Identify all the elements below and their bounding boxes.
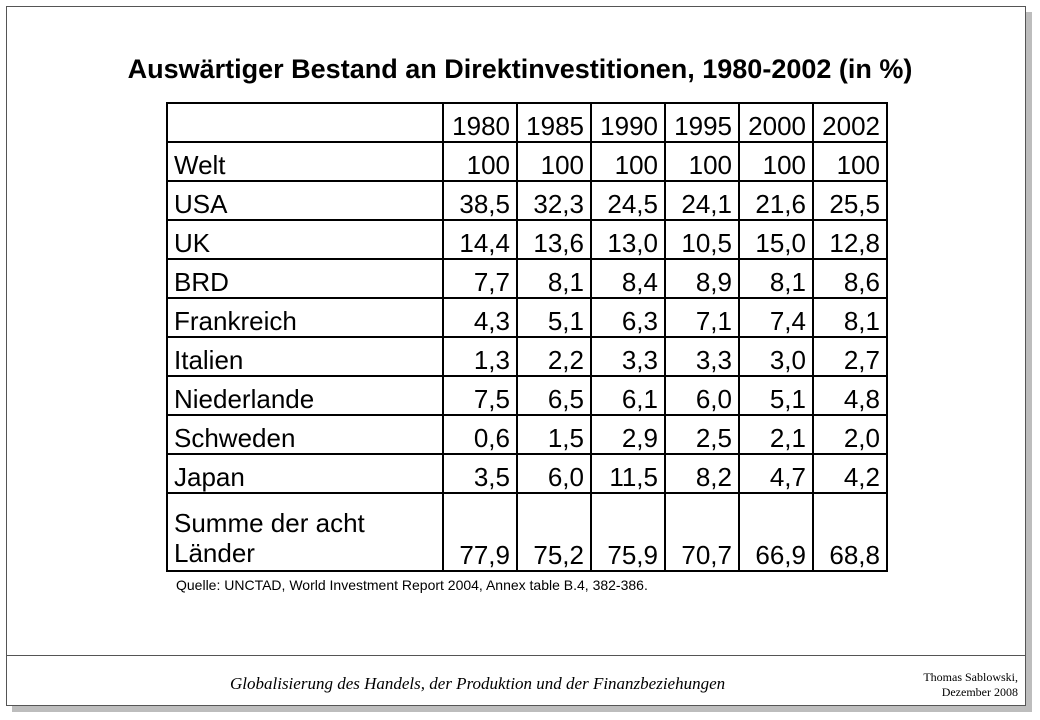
column-header: 1990 — [590, 102, 666, 143]
value-cell: 75,2 — [516, 492, 592, 572]
row-label: Niederlande — [166, 375, 444, 416]
row-label: Summe der acht Länder — [166, 492, 444, 572]
author-date: Dezember 2008 — [941, 685, 1018, 699]
value-cell: 10,5 — [664, 219, 740, 260]
value-cell: 4,8 — [812, 375, 888, 416]
author-block: Thomas Sablowski, Dezember 2008 — [923, 670, 1018, 700]
data-table: 1980 1985 1990 1995 2000 2002 Welt 100 100 100 100… — [166, 102, 888, 572]
value-cell: 100 — [590, 141, 666, 182]
row-label: USA — [166, 180, 444, 221]
column-header: 2002 — [812, 102, 888, 143]
author-name: Thomas Sablowski, — [923, 670, 1018, 684]
value-cell: 100 — [738, 141, 814, 182]
value-cell: 8,9 — [664, 258, 740, 299]
value-cell: 2,9 — [590, 414, 666, 455]
table-row: USA 38,5 32,3 24,5 24,1 21,6 25,5 — [166, 180, 888, 221]
row-label: BRD — [166, 258, 444, 299]
value-cell: 7,4 — [738, 297, 814, 338]
value-cell: 1,5 — [516, 414, 592, 455]
value-cell: 24,5 — [590, 180, 666, 221]
value-cell: 2,1 — [738, 414, 814, 455]
value-cell: 15,0 — [738, 219, 814, 260]
value-cell: 3,3 — [590, 336, 666, 377]
value-cell: 68,8 — [812, 492, 888, 572]
value-cell: 7,7 — [442, 258, 518, 299]
value-cell: 21,6 — [738, 180, 814, 221]
row-label-line: Länder — [174, 538, 255, 568]
value-cell: 4,7 — [738, 453, 814, 494]
value-cell: 6,0 — [516, 453, 592, 494]
table-row: Italien 1,3 2,2 3,3 3,3 3,0 2,7 — [166, 336, 888, 377]
header-corner-cell — [166, 102, 444, 143]
table-row: Summe der acht Länder 77,9 75,2 75,9 70,7 66,9… — [166, 492, 888, 572]
footer-text: Globalisierung des Handels, der Produkti… — [230, 674, 726, 693]
table-row: Frankreich 4,3 5,1 6,3 7,1 7,4 8,1 — [166, 297, 888, 338]
source-note: Quelle: UNCTAD, World Investment Report … — [176, 577, 648, 593]
column-header: 1995 — [664, 102, 740, 143]
value-cell: 25,5 — [812, 180, 888, 221]
row-label: Welt — [166, 141, 444, 182]
table-row: Welt 100 100 100 100 100 100 — [166, 141, 888, 182]
row-label: Japan — [166, 453, 444, 494]
value-cell: 8,2 — [664, 453, 740, 494]
value-cell: 13,6 — [516, 219, 592, 260]
column-header: 1985 — [516, 102, 592, 143]
value-cell: 8,6 — [812, 258, 888, 299]
value-cell: 100 — [664, 141, 740, 182]
value-cell: 4,3 — [442, 297, 518, 338]
value-cell: 100 — [812, 141, 888, 182]
chart-title: Auswärtiger Bestand an Direktinvestition… — [127, 54, 913, 84]
value-cell: 2,7 — [812, 336, 888, 377]
footer-divider — [6, 655, 1026, 656]
table-row: Japan 3,5 6,0 11,5 8,2 4,7 4,2 — [166, 453, 888, 494]
value-cell: 11,5 — [590, 453, 666, 494]
value-cell: 75,9 — [590, 492, 666, 572]
value-cell: 4,2 — [812, 453, 888, 494]
table-header-row: 1980 1985 1990 1995 2000 2002 — [166, 102, 888, 143]
value-cell: 2,2 — [516, 336, 592, 377]
value-cell: 3,3 — [664, 336, 740, 377]
value-cell: 2,0 — [812, 414, 888, 455]
value-cell: 1,3 — [442, 336, 518, 377]
value-cell: 100 — [516, 141, 592, 182]
table-row: Schweden 0,6 1,5 2,9 2,5 2,1 2,0 — [166, 414, 888, 455]
value-cell: 13,0 — [590, 219, 666, 260]
value-cell: 8,1 — [812, 297, 888, 338]
value-cell: 8,1 — [738, 258, 814, 299]
value-cell: 70,7 — [664, 492, 740, 572]
value-cell: 5,1 — [738, 375, 814, 416]
value-cell: 38,5 — [442, 180, 518, 221]
value-cell: 77,9 — [442, 492, 518, 572]
value-cell: 6,3 — [590, 297, 666, 338]
value-cell: 5,1 — [516, 297, 592, 338]
value-cell: 66,9 — [738, 492, 814, 572]
value-cell: 100 — [442, 141, 518, 182]
row-label: Frankreich — [166, 297, 444, 338]
value-cell: 12,8 — [812, 219, 888, 260]
value-cell: 8,1 — [516, 258, 592, 299]
value-cell: 2,5 — [664, 414, 740, 455]
value-cell: 24,1 — [664, 180, 740, 221]
value-cell: 3,0 — [738, 336, 814, 377]
value-cell: 6,1 — [590, 375, 666, 416]
table-row: BRD 7,7 8,1 8,4 8,9 8,1 8,6 — [166, 258, 888, 299]
row-label: Schweden — [166, 414, 444, 455]
value-cell: 7,5 — [442, 375, 518, 416]
row-label: UK — [166, 219, 444, 260]
value-cell: 6,5 — [516, 375, 592, 416]
value-cell: 3,5 — [442, 453, 518, 494]
table-row: UK 14,4 13,6 13,0 10,5 15,0 12,8 — [166, 219, 888, 260]
value-cell: 6,0 — [664, 375, 740, 416]
table-row: Niederlande 7,5 6,5 6,1 6,0 5,1 4,8 — [166, 375, 888, 416]
column-header: 1980 — [442, 102, 518, 143]
value-cell: 14,4 — [442, 219, 518, 260]
row-label: Italien — [166, 336, 444, 377]
value-cell: 0,6 — [442, 414, 518, 455]
value-cell: 32,3 — [516, 180, 592, 221]
value-cell: 8,4 — [590, 258, 666, 299]
column-header: 2000 — [738, 102, 814, 143]
row-label-line: Summe der acht — [174, 508, 365, 538]
value-cell: 7,1 — [664, 297, 740, 338]
